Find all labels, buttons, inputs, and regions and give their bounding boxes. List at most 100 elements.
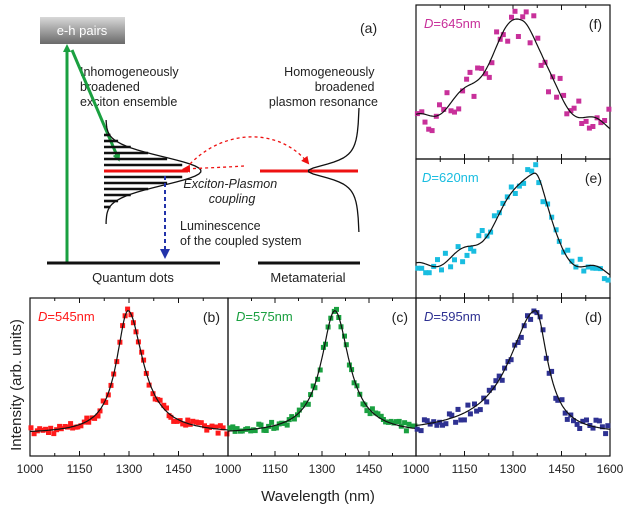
data-point (139, 349, 145, 355)
x-tick-label: 1150 (262, 462, 288, 476)
data-point (220, 425, 226, 431)
panel-c: D=575nm (c) 1000 1150 1300 1450 (215, 297, 418, 476)
data-point (426, 126, 432, 132)
data-point (232, 428, 238, 434)
data-point (483, 71, 489, 77)
data-point (419, 265, 425, 271)
data-point (546, 89, 551, 95)
data-point (171, 418, 177, 424)
data-point (51, 431, 57, 437)
x-axis-label: Wavelength (nm) (261, 488, 375, 505)
homog-text: Homogeneously broadened plasmon resonanc… (269, 65, 378, 109)
plasmon-curve (307, 107, 360, 233)
data-point (471, 93, 477, 99)
data-point (204, 427, 210, 433)
data-point (364, 408, 370, 414)
data-point (599, 424, 605, 430)
data-point (540, 327, 546, 333)
data-point (273, 425, 279, 431)
data-point (449, 412, 455, 418)
data-point (540, 199, 546, 205)
data-point (31, 431, 37, 437)
inhomog-line-3: exciton ensemble (80, 95, 177, 109)
panel-label-a: (a) (360, 20, 377, 36)
data-point (415, 265, 421, 271)
data-point (317, 367, 323, 373)
data-point (437, 102, 442, 108)
data-point (452, 109, 457, 115)
inhomog-line-2: broadened (80, 80, 140, 94)
panel-f: D=645nm (f) (414, 4, 612, 160)
data-point (421, 417, 427, 423)
coupling-arrow-left (182, 164, 245, 173)
x-tick-label: 1000 (215, 462, 242, 476)
data-point (245, 426, 251, 432)
data-point (224, 431, 230, 437)
data-point (500, 200, 506, 206)
data-point (577, 426, 583, 431)
data-point (564, 111, 570, 117)
data-point (403, 428, 409, 434)
diameter-label: D=620nm (422, 170, 479, 185)
data-point (289, 414, 295, 420)
data-point (528, 316, 534, 322)
data-point (565, 247, 571, 253)
data-point (435, 257, 440, 263)
fit-line (415, 18, 611, 130)
data-point (248, 428, 254, 434)
diameter-label: D=545nm (38, 309, 95, 324)
x-tick-label: 1150 (67, 462, 93, 476)
diameter-value: =595nm (433, 309, 480, 324)
data-point (581, 268, 587, 274)
diameter-value: =645nm (433, 16, 480, 31)
data-point (378, 413, 384, 419)
eh-pairs-box (40, 17, 125, 44)
data-point (529, 168, 535, 174)
data-point (367, 411, 373, 417)
diameter-value: =545nm (47, 309, 94, 324)
data-point (303, 400, 309, 406)
panel-label: (c) (392, 309, 408, 325)
data-point (263, 428, 269, 433)
fit-line (415, 172, 611, 276)
data-point (146, 382, 152, 388)
data-point (464, 252, 470, 258)
panel-e: D=620nm (e) (415, 158, 611, 299)
data-point (481, 395, 487, 401)
data-point (414, 426, 420, 432)
data-point (549, 214, 555, 220)
data-point (574, 421, 580, 427)
data-point (284, 422, 290, 428)
data-point (190, 418, 196, 424)
data-point (488, 229, 494, 235)
data-point (402, 420, 408, 426)
data-point (46, 430, 51, 435)
data-point (195, 420, 201, 426)
data-point (568, 108, 574, 114)
inhomog-text: Inhomogeneously broadened exciton ensemb… (80, 65, 182, 109)
data-point (568, 412, 574, 418)
data-point (579, 121, 585, 126)
data-point (174, 418, 180, 424)
luminescence-line-2: of the coupled system (180, 234, 302, 248)
data-point (70, 425, 76, 431)
data-point (455, 244, 461, 250)
data-point (300, 402, 306, 408)
fit-line (29, 310, 229, 433)
data-point (601, 276, 607, 282)
data-point (95, 413, 101, 419)
meta-label: Metamaterial (270, 270, 345, 285)
data-point (92, 415, 98, 421)
data-point (431, 419, 437, 425)
data-point (258, 422, 264, 428)
data-point (213, 424, 219, 430)
data-point (536, 180, 542, 186)
data-point (521, 180, 527, 186)
data-point (493, 378, 499, 384)
data-point (291, 416, 297, 422)
diameter-symbol: D (424, 16, 433, 31)
data-point (183, 422, 189, 428)
data-point (499, 377, 505, 383)
data-point (234, 426, 240, 432)
data-point (590, 265, 596, 271)
